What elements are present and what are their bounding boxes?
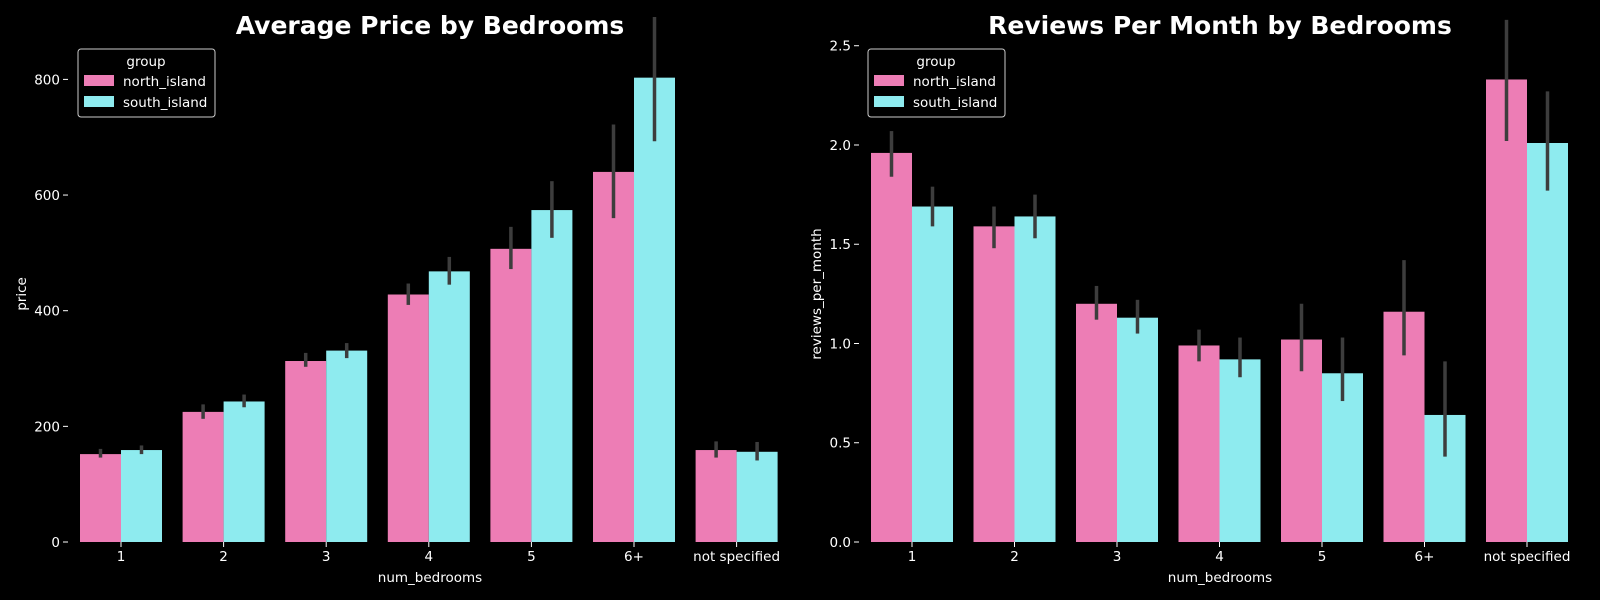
- y-tick-label: 600: [34, 188, 60, 204]
- bar-south-island-5: [1322, 373, 1363, 542]
- x-tick-label: 5: [527, 549, 536, 565]
- x-tick-label: 4: [425, 549, 434, 565]
- bar-north-island-not-specified: [1486, 79, 1527, 543]
- bar-north-island-1: [871, 152, 912, 543]
- bar-north-island-1: [80, 454, 121, 542]
- bar-north-island-3: [285, 361, 327, 542]
- legend-swatch-north-island: [874, 75, 904, 86]
- legend: group north_island south_island: [867, 48, 1006, 118]
- error-bar-layer: [889, 19, 1550, 457]
- x-tick-label: 6+: [1415, 549, 1435, 565]
- bar-layer: [80, 77, 778, 543]
- bar-south-island-5: [531, 210, 573, 543]
- bar-north-island-not-specified: [695, 450, 737, 542]
- bar-south-island-3: [1117, 317, 1158, 542]
- legend-swatch-north-island: [84, 75, 114, 86]
- y-tick-label: 1.5: [830, 237, 851, 253]
- x-axis-label: num_bedrooms: [378, 570, 482, 586]
- y-tick-label: 800: [34, 72, 60, 88]
- x-tick-label: 3: [1113, 549, 1122, 565]
- y-tick-label: 0.0: [830, 535, 851, 551]
- bar-south-island-4: [1219, 359, 1261, 542]
- y-tick-label: 200: [34, 419, 60, 435]
- bar-north-island-6: [593, 171, 634, 543]
- bar-south-island-1: [121, 450, 162, 542]
- reviews-chart-panel: Reviews Per Month by Bedrooms num_bedroo…: [809, 11, 1570, 586]
- bar-north-island-2: [182, 411, 224, 542]
- y-axis-label: reviews_per_month: [809, 228, 825, 359]
- legend-swatch-south-island: [84, 96, 114, 107]
- x-axis-ticks: 1 2 3 4 5 6+ not specified: [117, 542, 780, 565]
- legend: group north_island south_island: [77, 48, 216, 118]
- x-tick-label: not specified: [1484, 549, 1571, 565]
- y-tick-label: 0.5: [830, 436, 851, 452]
- bar-south-island-4: [428, 271, 470, 542]
- y-axis-ticks: 0 200 400 600 800: [34, 72, 68, 551]
- legend-title: group: [126, 54, 165, 70]
- x-tick-label: 1: [117, 549, 126, 565]
- legend-swatch-south-island: [874, 96, 904, 107]
- x-tick-label: 4: [1215, 549, 1224, 565]
- y-tick-label: 2.0: [830, 138, 851, 154]
- x-tick-label: 6+: [624, 549, 644, 565]
- y-tick-label: 2.5: [830, 39, 851, 55]
- bar-north-island-2: [973, 226, 1015, 542]
- y-tick-label: 0: [51, 535, 60, 551]
- bar-north-island-5: [1281, 339, 1322, 542]
- x-tick-label: 1: [908, 549, 917, 565]
- bar-south-island-not-specified: [736, 451, 778, 542]
- legend-label-south-island: south_island: [913, 95, 997, 111]
- chart-title: Reviews Per Month by Bedrooms: [988, 11, 1452, 40]
- error-bar-layer: [98, 16, 759, 461]
- y-axis-label: price: [14, 277, 30, 311]
- y-tick-label: 1.0: [830, 336, 851, 352]
- x-tick-label: 3: [322, 549, 331, 565]
- bar-north-island-4: [1178, 345, 1220, 542]
- x-tick-label: not specified: [693, 549, 780, 565]
- x-tick-label: 2: [1010, 549, 1019, 565]
- bar-south-island-2: [223, 401, 265, 542]
- bar-south-island-1: [912, 206, 953, 542]
- bar-south-island-2: [1014, 216, 1056, 542]
- legend-label-north-island: north_island: [913, 74, 996, 90]
- price-chart-panel: Average Price by Bedrooms num_bedrooms p…: [14, 11, 780, 586]
- x-axis-label: num_bedrooms: [1168, 570, 1272, 586]
- legend-title: group: [916, 54, 955, 70]
- bar-north-island-3: [1076, 303, 1117, 542]
- x-tick-label: 5: [1318, 549, 1327, 565]
- bar-south-island-6: [634, 77, 675, 542]
- y-axis-ticks: 0.0 0.5 1.0 1.5 2.0 2.5: [830, 39, 859, 551]
- bar-north-island-4: [387, 294, 429, 542]
- legend-label-south-island: south_island: [123, 95, 207, 111]
- bar-south-island-not-specified: [1527, 143, 1568, 542]
- x-tick-label: 2: [219, 549, 228, 565]
- legend-label-north-island: north_island: [123, 74, 206, 90]
- y-tick-label: 400: [34, 304, 60, 320]
- chart-title: Average Price by Bedrooms: [236, 11, 625, 40]
- x-axis-ticks: 1 2 3 4 5 6+ not specified: [908, 542, 1571, 565]
- bar-south-island-3: [326, 350, 368, 542]
- bar-north-island-5: [490, 248, 532, 543]
